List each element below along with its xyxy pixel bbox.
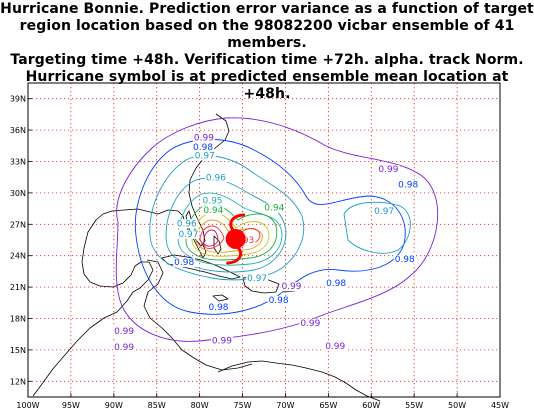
x-tick-label: 65W (319, 401, 337, 410)
contour-0.99 (115, 117, 439, 342)
contour-label-backdrop (325, 279, 348, 289)
map-frame (27, 82, 501, 398)
y-tick-label: 36N (10, 126, 26, 135)
x-tick-label: 45W (491, 401, 509, 410)
contour-label-backdrop (175, 219, 198, 229)
contour-0.95 (177, 192, 283, 266)
contour-value-label: 0.94 (264, 204, 284, 214)
contour-label-backdrop (373, 206, 396, 216)
x-tick-label: 70W (276, 401, 294, 410)
contour-value-label: 0.99 (378, 165, 398, 175)
y-tick-label: 15N (10, 346, 26, 355)
y-tick-label: 21N (10, 283, 26, 292)
contour-value-label: 0.96 (206, 173, 226, 183)
x-tick-label: 85W (148, 401, 166, 410)
hurricane-spiral-arms (226, 213, 246, 265)
contour-label-backdrop (210, 336, 233, 346)
contour-label-backdrop (246, 273, 269, 283)
title-line-4: Hurricane symbol is at predicted ensembl… (25, 69, 509, 102)
contour-label-backdrop (113, 327, 136, 337)
contour-value-label: 0.98 (326, 279, 346, 289)
south-america-coast (217, 360, 381, 402)
contour-label-backdrop (204, 173, 227, 183)
contour-value-label: 0.99 (194, 134, 214, 144)
y-tick-label: 33N (10, 158, 26, 167)
contour-label-backdrop (324, 341, 347, 351)
contour-0.91 (199, 225, 225, 249)
contour-label-backdrop (192, 133, 215, 143)
contour-label-backdrop (397, 180, 420, 190)
contour-value-label: 0.98 (174, 258, 194, 268)
contour-value-label: 0.98 (395, 255, 415, 265)
contour-label-backdrop (113, 342, 136, 352)
contour-value-label: 0.98 (208, 303, 228, 313)
y-tick-label: 18N (10, 315, 26, 324)
y-tick-label: 30N (10, 189, 26, 198)
contour-value-label: 0.95 (202, 196, 222, 206)
contour-labels: 0.990.980.970.990.980.970.960.950.940.96… (113, 133, 420, 353)
contour-label-backdrop (263, 203, 286, 213)
title-line-2: region location based on the 98082200 vi… (19, 18, 515, 51)
x-tick-label: 55W (405, 401, 423, 410)
contour-value-label: 0.94 (203, 206, 223, 216)
contour-label-backdrop (192, 142, 215, 152)
y-tick-label: 24N (10, 252, 26, 261)
contour-0.92 (195, 219, 263, 253)
x-tick-label: 95W (62, 401, 80, 410)
x-tick-label: 75W (233, 401, 251, 410)
contour-value-label: 0.98 (398, 181, 418, 191)
contour-label-backdrop (299, 318, 322, 328)
contour-value-label: 0.98 (269, 296, 289, 306)
x-tick-label: 100W (16, 401, 39, 410)
axis-ticks: 100W 95W 90W 85W 80W 75W 70W 65W 60W 55W 50W 45W 12N… (10, 95, 509, 410)
jamaica-coast (212, 294, 229, 302)
contour-label-backdrop (377, 164, 400, 174)
contour-lines (115, 117, 439, 342)
contour-value-label: 0.99 (114, 343, 134, 353)
contour-0.97 (149, 155, 305, 281)
contour-label-backdrop (201, 196, 224, 206)
contour-value-label: 0.97 (247, 274, 267, 284)
contour-value-label: 0.99 (325, 342, 345, 352)
y-tick-label: 27N (10, 220, 26, 229)
contour-label-backdrop (202, 205, 225, 215)
central-america-coast (143, 259, 253, 371)
hurricane-eye-disc (225, 228, 246, 249)
north-america-coast (32, 113, 230, 397)
contour-label-backdrop (173, 258, 196, 268)
contour-label-backdrop (193, 151, 216, 161)
contour-0.90 (203, 229, 219, 247)
x-tick-label: 90W (105, 401, 123, 410)
contour-value-label: 0.96 (177, 219, 197, 229)
contour-label-backdrop (207, 303, 230, 313)
hurricane-symbol (225, 213, 246, 265)
x-tick-label: 60W (362, 401, 380, 410)
contour-value-label: 0.97 (178, 230, 198, 240)
contour-label-backdrop (267, 295, 290, 305)
lat-lon-grid (28, 83, 500, 397)
contour-value-label: 0.99 (212, 337, 232, 347)
x-tick-label: 50W (448, 401, 466, 410)
title-line-3: Targeting time +48h. Verification time +… (10, 52, 524, 68)
x-tick-label: 80W (191, 401, 209, 410)
contour-value-label: 0.99 (281, 282, 301, 292)
map-title: Hurricane Bonnie. Prediction error varia… (0, 0, 534, 103)
contour-label-backdrop (393, 254, 416, 264)
y-tick-label: 39N (10, 95, 26, 104)
y-tick-label: 12N (10, 377, 26, 386)
contour-value-label: 0.97 (374, 207, 394, 217)
contour-value-label: 0.99 (114, 327, 134, 337)
contour-value-label: 0.98 (193, 143, 213, 153)
title-line-1: Hurricane Bonnie. Prediction error varia… (0, 1, 534, 17)
contour-0.97-east (343, 201, 411, 254)
contour-label-backdrop (177, 229, 200, 239)
contour-value-label: 0.97 (195, 151, 215, 161)
contour-value-label: 0.99 (300, 319, 320, 329)
contour-label-backdrop (280, 282, 303, 292)
